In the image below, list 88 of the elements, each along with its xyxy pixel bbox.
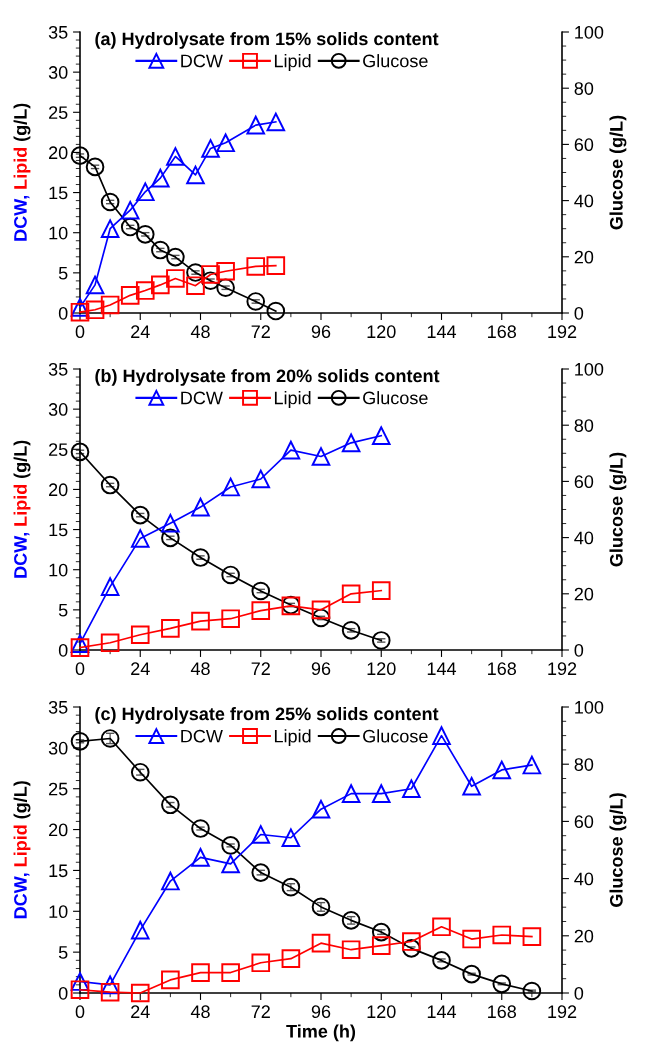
y2-tick-label: 60: [574, 475, 594, 489]
x-tick-label: 144: [427, 325, 457, 338]
y-tick-label: 5: [58, 266, 68, 280]
legend-label: DCW: [181, 391, 223, 405]
x-tick-label: 0: [75, 325, 85, 339]
x-tick-label: 192: [548, 1005, 577, 1019]
x-tick-label: 192: [548, 662, 577, 676]
y2-tick-label: 20: [574, 587, 594, 601]
y-tick-label: 10: [49, 905, 68, 919]
y2-axis-title: Glucose (g/L): [609, 452, 627, 567]
y-tick-label: 0: [58, 986, 68, 1000]
y2-tick-label: 40: [574, 531, 594, 545]
x-tick-label: 72: [251, 1005, 270, 1018]
chart-title: (a) Hydrolysate from 15% solids content: [95, 32, 439, 49]
legend-label: Lipid: [274, 729, 311, 747]
y-tick-label: 0: [58, 643, 68, 657]
x-tick-label: 96: [311, 1005, 331, 1019]
y-tick-label: 10: [49, 226, 68, 240]
x-axis-title: Time (h): [286, 1024, 356, 1042]
y2-tick-label: 100: [575, 25, 604, 39]
y2-tick-label: 20: [574, 250, 594, 264]
x-tick-label: 120: [367, 1005, 396, 1019]
x-tick-label: 0: [75, 1005, 85, 1019]
x-tick-label: 48: [190, 1005, 210, 1019]
y-tick-label: 15: [49, 864, 68, 878]
chart-title: (b) Hydrolysate from 20% solids content: [95, 369, 440, 386]
y-axis-title: DCW, Lipid (g/L): [13, 781, 31, 919]
y-tick-label: 15: [49, 523, 68, 537]
x-tick-label: 168: [488, 325, 517, 339]
y-axis-title: DCW, Lipid (g/L): [13, 440, 31, 578]
x-tick-label: 72: [251, 325, 270, 338]
y-tick-label: 5: [58, 603, 68, 617]
y2-axis-title: Glucose (g/L): [609, 115, 627, 230]
x-tick-label: 96: [311, 662, 331, 676]
legend-label: Glucose: [363, 54, 428, 68]
y-tick-label: 25: [49, 782, 68, 796]
x-tick-label: 144: [427, 662, 457, 675]
x-tick-label: 24: [131, 662, 150, 675]
legend-label: Lipid: [274, 54, 311, 71]
x-tick-label: 24: [131, 325, 150, 338]
x-tick-label: 192: [548, 325, 577, 339]
y2-tick-label: 40: [574, 194, 594, 208]
x-tick-label: 144: [427, 1005, 457, 1018]
y2-tick-label: 80: [574, 82, 594, 95]
chart-title: (c) Hydrolysate from 25% solids content: [95, 707, 439, 724]
y2-tick-label: 0: [574, 986, 584, 1000]
x-tick-label: 96: [311, 325, 331, 339]
x-tick-label: 24: [131, 1005, 150, 1018]
y-tick-label: 35: [48, 700, 68, 714]
y-tick-label: 20: [49, 146, 68, 160]
x-tick-label: 120: [367, 662, 396, 676]
y2-tick-label: 100: [575, 362, 604, 376]
y-tick-label: 25: [49, 106, 68, 120]
y-tick-label: 0: [58, 306, 68, 320]
x-tick-label: 48: [190, 662, 210, 676]
y-tick-label: 35: [48, 25, 68, 39]
y2-axis-title: Glucose (g/L): [609, 793, 627, 907]
y-tick-label: 15: [49, 186, 68, 200]
legend-label: Glucose: [363, 729, 428, 743]
y-tick-label: 20: [49, 483, 68, 497]
y-tick-label: 30: [48, 403, 68, 416]
legend-label: DCW: [181, 54, 223, 68]
legend-label: Lipid: [274, 391, 311, 408]
y2-tick-label: 80: [574, 419, 594, 432]
y2-tick-label: 0: [574, 643, 584, 657]
legend-label: DCW: [181, 729, 223, 743]
x-tick-label: 72: [251, 662, 270, 675]
x-tick-label: 168: [488, 1005, 517, 1019]
y-tick-label: 30: [48, 66, 68, 79]
y-tick-label: 35: [48, 362, 68, 376]
x-tick-label: 0: [75, 662, 85, 676]
y2-tick-label: 80: [574, 758, 594, 771]
y2-tick-label: 40: [574, 872, 594, 886]
y-tick-label: 5: [58, 946, 68, 959]
x-tick-label: 168: [488, 662, 517, 676]
x-tick-label: 120: [367, 325, 396, 339]
legend-label: Glucose: [363, 391, 428, 405]
y2-tick-label: 20: [574, 929, 594, 943]
y2-tick-label: 0: [574, 306, 584, 320]
y-tick-label: 25: [49, 443, 68, 457]
y2-tick-label: 100: [575, 700, 604, 714]
y-axis-title: DCW, Lipid (g/L): [13, 103, 31, 241]
y2-tick-label: 60: [574, 138, 594, 152]
y2-tick-label: 60: [574, 815, 594, 829]
y-tick-label: 30: [48, 741, 68, 755]
y-tick-label: 20: [49, 823, 68, 837]
y-tick-label: 10: [49, 563, 68, 577]
x-tick-label: 48: [190, 325, 210, 339]
